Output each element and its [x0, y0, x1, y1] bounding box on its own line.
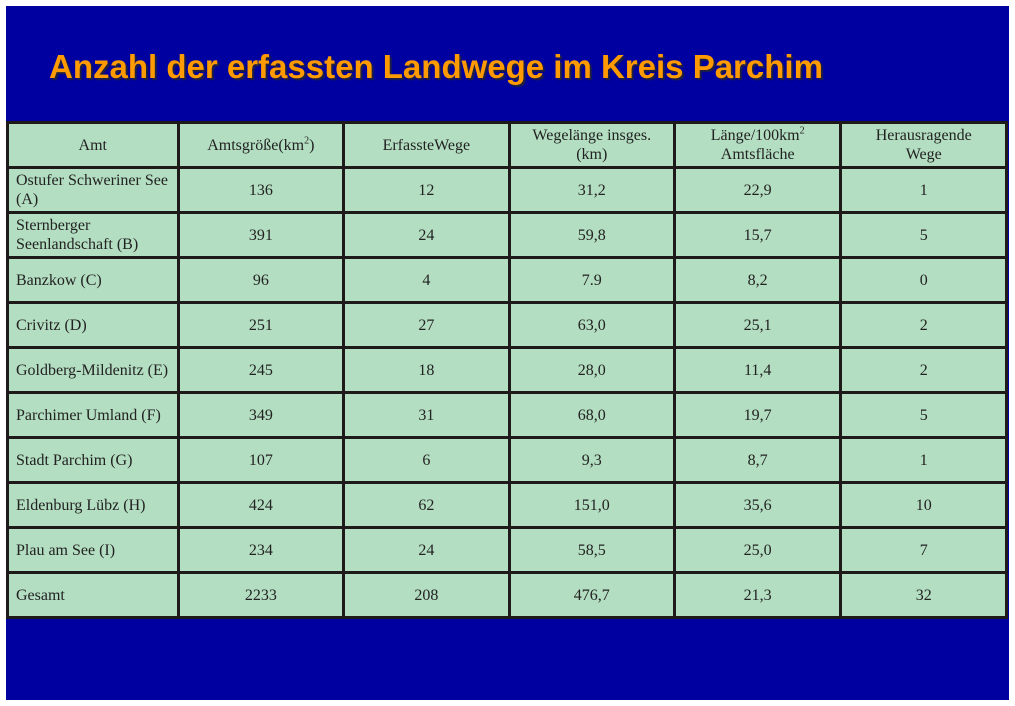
cell-wegelaenge: 476,7: [507, 571, 676, 619]
header-label-line2: Amtsfläche: [720, 146, 795, 163]
cell-erfasste-wege: 31: [342, 391, 511, 439]
table-row: Goldberg-Mildenitz (E) 245 18 28,0 11,4 2: [6, 346, 1008, 394]
cell-erfasste-wege: 27: [342, 301, 511, 349]
table-row: Parchimer Umland (F) 349 31 68,0 19,7 5: [6, 391, 1008, 439]
cell-amt: Parchimer Umland (F): [6, 391, 180, 439]
cell-amtsgroesse: 107: [176, 436, 346, 484]
cell-amt: Gesamt: [6, 571, 180, 619]
cell-amt: Plau am See (I): [6, 526, 180, 574]
cell-amt: Eldenburg Lübz (H): [6, 481, 180, 529]
table-row: Ostufer Schweriner See (A) 136 12 31,2 22,9 1: [6, 166, 1008, 214]
cell-wegelaenge: 58,5: [507, 526, 676, 574]
cell-amtsgroesse: 96: [176, 256, 346, 304]
cell-herausragende-wege: 2: [839, 301, 1008, 349]
header-label: Herausragende: [875, 127, 972, 144]
cell-wegelaenge: 9,3: [507, 436, 676, 484]
cell-amtsgroesse: 424: [176, 481, 346, 529]
cell-erfasste-wege: 208: [342, 571, 511, 619]
cell-wegelaenge: 151,0: [507, 481, 676, 529]
cell-wegelaenge: 68,0: [507, 391, 676, 439]
cell-amtsgroesse: 251: [176, 301, 346, 349]
cell-herausragende-wege: 1: [839, 436, 1008, 484]
total-row: Gesamt 2233 208 476,7 21,3 32: [6, 571, 1008, 619]
cell-erfasste-wege: 6: [342, 436, 511, 484]
cell-laenge-pro-100km2: 8,7: [672, 436, 843, 484]
cell-herausragende-wege: 7: [839, 526, 1008, 574]
cell-erfasste-wege: 24: [342, 526, 511, 574]
header-label-end: ): [309, 136, 315, 154]
header-herausragende-wege: Herausragende Wege: [839, 121, 1008, 169]
cell-wegelaenge: 63,0: [507, 301, 676, 349]
header-sup: 2: [304, 135, 310, 147]
cell-herausragende-wege: 5: [839, 211, 1008, 259]
table-row: Stadt Parchim (G) 107 6 9,3 8,7 1: [6, 436, 1008, 484]
cell-herausragende-wege: 32: [839, 571, 1008, 619]
cell-erfasste-wege: 4: [342, 256, 511, 304]
cell-wegelaenge: 59,8: [507, 211, 676, 259]
cell-amtsgroesse: 349: [176, 391, 346, 439]
cell-laenge-pro-100km2: 15,7: [672, 211, 843, 259]
data-table: Amt Amtsgröße(km2) ErfassteWege Wegeläng…: [6, 121, 1008, 619]
cell-laenge-pro-100km2: 11,4: [672, 346, 843, 394]
cell-amt: Stadt Parchim (G): [6, 436, 180, 484]
cell-amt: Crivitz (D): [6, 301, 180, 349]
cell-laenge-pro-100km2: 25,1: [672, 301, 843, 349]
cell-laenge-pro-100km2: 21,3: [672, 571, 843, 619]
slide-title: Anzahl der erfassten Landwege im Kreis P…: [49, 48, 823, 85]
header-row: Amt Amtsgröße(km2) ErfassteWege Wegeläng…: [6, 121, 1008, 169]
header-amtsgroesse: Amtsgröße(km2): [176, 121, 346, 169]
cell-amt: Banzkow (C): [6, 256, 180, 304]
header-erfasste-wege: ErfassteWege: [342, 121, 511, 169]
cell-amtsgroesse: 245: [176, 346, 346, 394]
cell-wegelaenge: 31,2: [507, 166, 676, 214]
cell-wegelaenge: 28,0: [507, 346, 676, 394]
header-label: Länge/100km: [710, 127, 800, 144]
header-sup: 2: [799, 125, 805, 137]
cell-erfasste-wege: 18: [342, 346, 511, 394]
header-laenge-pro-100km2: Länge/100km2 Amtsfläche: [672, 121, 843, 169]
cell-erfasste-wege: 12: [342, 166, 511, 214]
cell-herausragende-wege: 5: [839, 391, 1008, 439]
cell-laenge-pro-100km2: 35,6: [672, 481, 843, 529]
cell-herausragende-wege: 10: [839, 481, 1008, 529]
cell-laenge-pro-100km2: 25,0: [672, 526, 843, 574]
header-label: Amtsgröße(km: [207, 136, 305, 154]
cell-laenge-pro-100km2: 8,2: [672, 256, 843, 304]
cell-amtsgroesse: 391: [176, 211, 346, 259]
table-row: Eldenburg Lübz (H) 424 62 151,0 35,6 10: [6, 481, 1008, 529]
cell-herausragende-wege: 0: [839, 256, 1008, 304]
cell-erfasste-wege: 24: [342, 211, 511, 259]
cell-herausragende-wege: 1: [839, 166, 1008, 214]
cell-erfasste-wege: 62: [342, 481, 511, 529]
header-label: ErfassteWege: [382, 136, 471, 154]
table-row: Plau am See (I) 234 24 58,5 25,0 7: [6, 526, 1008, 574]
cell-amtsgroesse: 234: [176, 526, 346, 574]
cell-wegelaenge: 7.9: [507, 256, 676, 304]
header-label: Wegelänge insges.: [532, 127, 652, 144]
cell-amtsgroesse: 136: [176, 166, 346, 214]
header-label: Amt: [78, 136, 107, 154]
table-row: Sternberger Seenlandschaft (B) 391 24 59,8 1…: [6, 211, 1008, 259]
header-label-line2: Wege: [905, 146, 942, 163]
table-row: Crivitz (D) 251 27 63,0 25,1 2: [6, 301, 1008, 349]
cell-laenge-pro-100km2: 19,7: [672, 391, 843, 439]
cell-amt: Ostufer Schweriner See (A): [6, 166, 180, 214]
cell-amtsgroesse: 2233: [176, 571, 346, 619]
cell-amt: Goldberg-Mildenitz (E): [6, 346, 180, 394]
cell-laenge-pro-100km2: 22,9: [672, 166, 843, 214]
table-row: Banzkow (C) 96 4 7.9 8,2 0: [6, 256, 1008, 304]
header-wegelaenge: Wegelänge insges. (km): [507, 121, 676, 169]
cell-amt: Sternberger Seenlandschaft (B): [6, 211, 180, 259]
header-label-line2: (km): [576, 146, 608, 163]
cell-herausragende-wege: 2: [839, 346, 1008, 394]
header-amt: Amt: [6, 121, 180, 169]
slide: Anzahl der erfassten Landwege im Kreis P…: [6, 6, 1009, 700]
